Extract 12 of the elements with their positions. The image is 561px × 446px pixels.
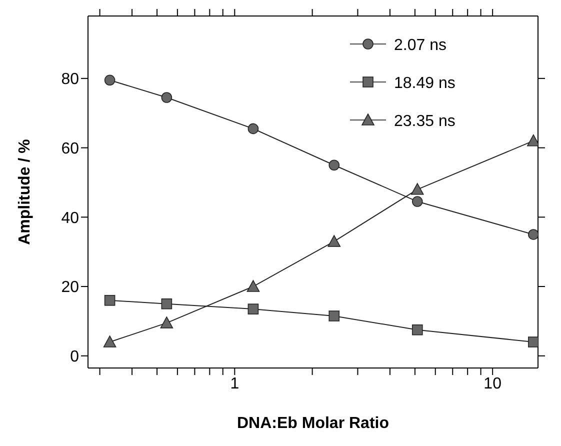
- y-tick-label: 80: [61, 71, 80, 88]
- legend-label: 2.07 ns: [394, 37, 446, 54]
- y-tick-label: 0: [70, 348, 80, 366]
- y-tick-label: 20: [61, 279, 80, 296]
- x-tick-label: 1: [230, 375, 240, 392]
- x-tick-label: 10: [484, 375, 502, 392]
- legend-label: 18.49 ns: [394, 75, 456, 92]
- x-axis-title: DNA:Eb Molar Ratio: [237, 415, 390, 432]
- legend-label: 23.35 ns: [394, 113, 456, 130]
- y-tick-label: 40: [61, 210, 80, 227]
- y-tick-label: 60: [61, 140, 80, 158]
- y-axis-title: Amplitude / %: [16, 139, 34, 245]
